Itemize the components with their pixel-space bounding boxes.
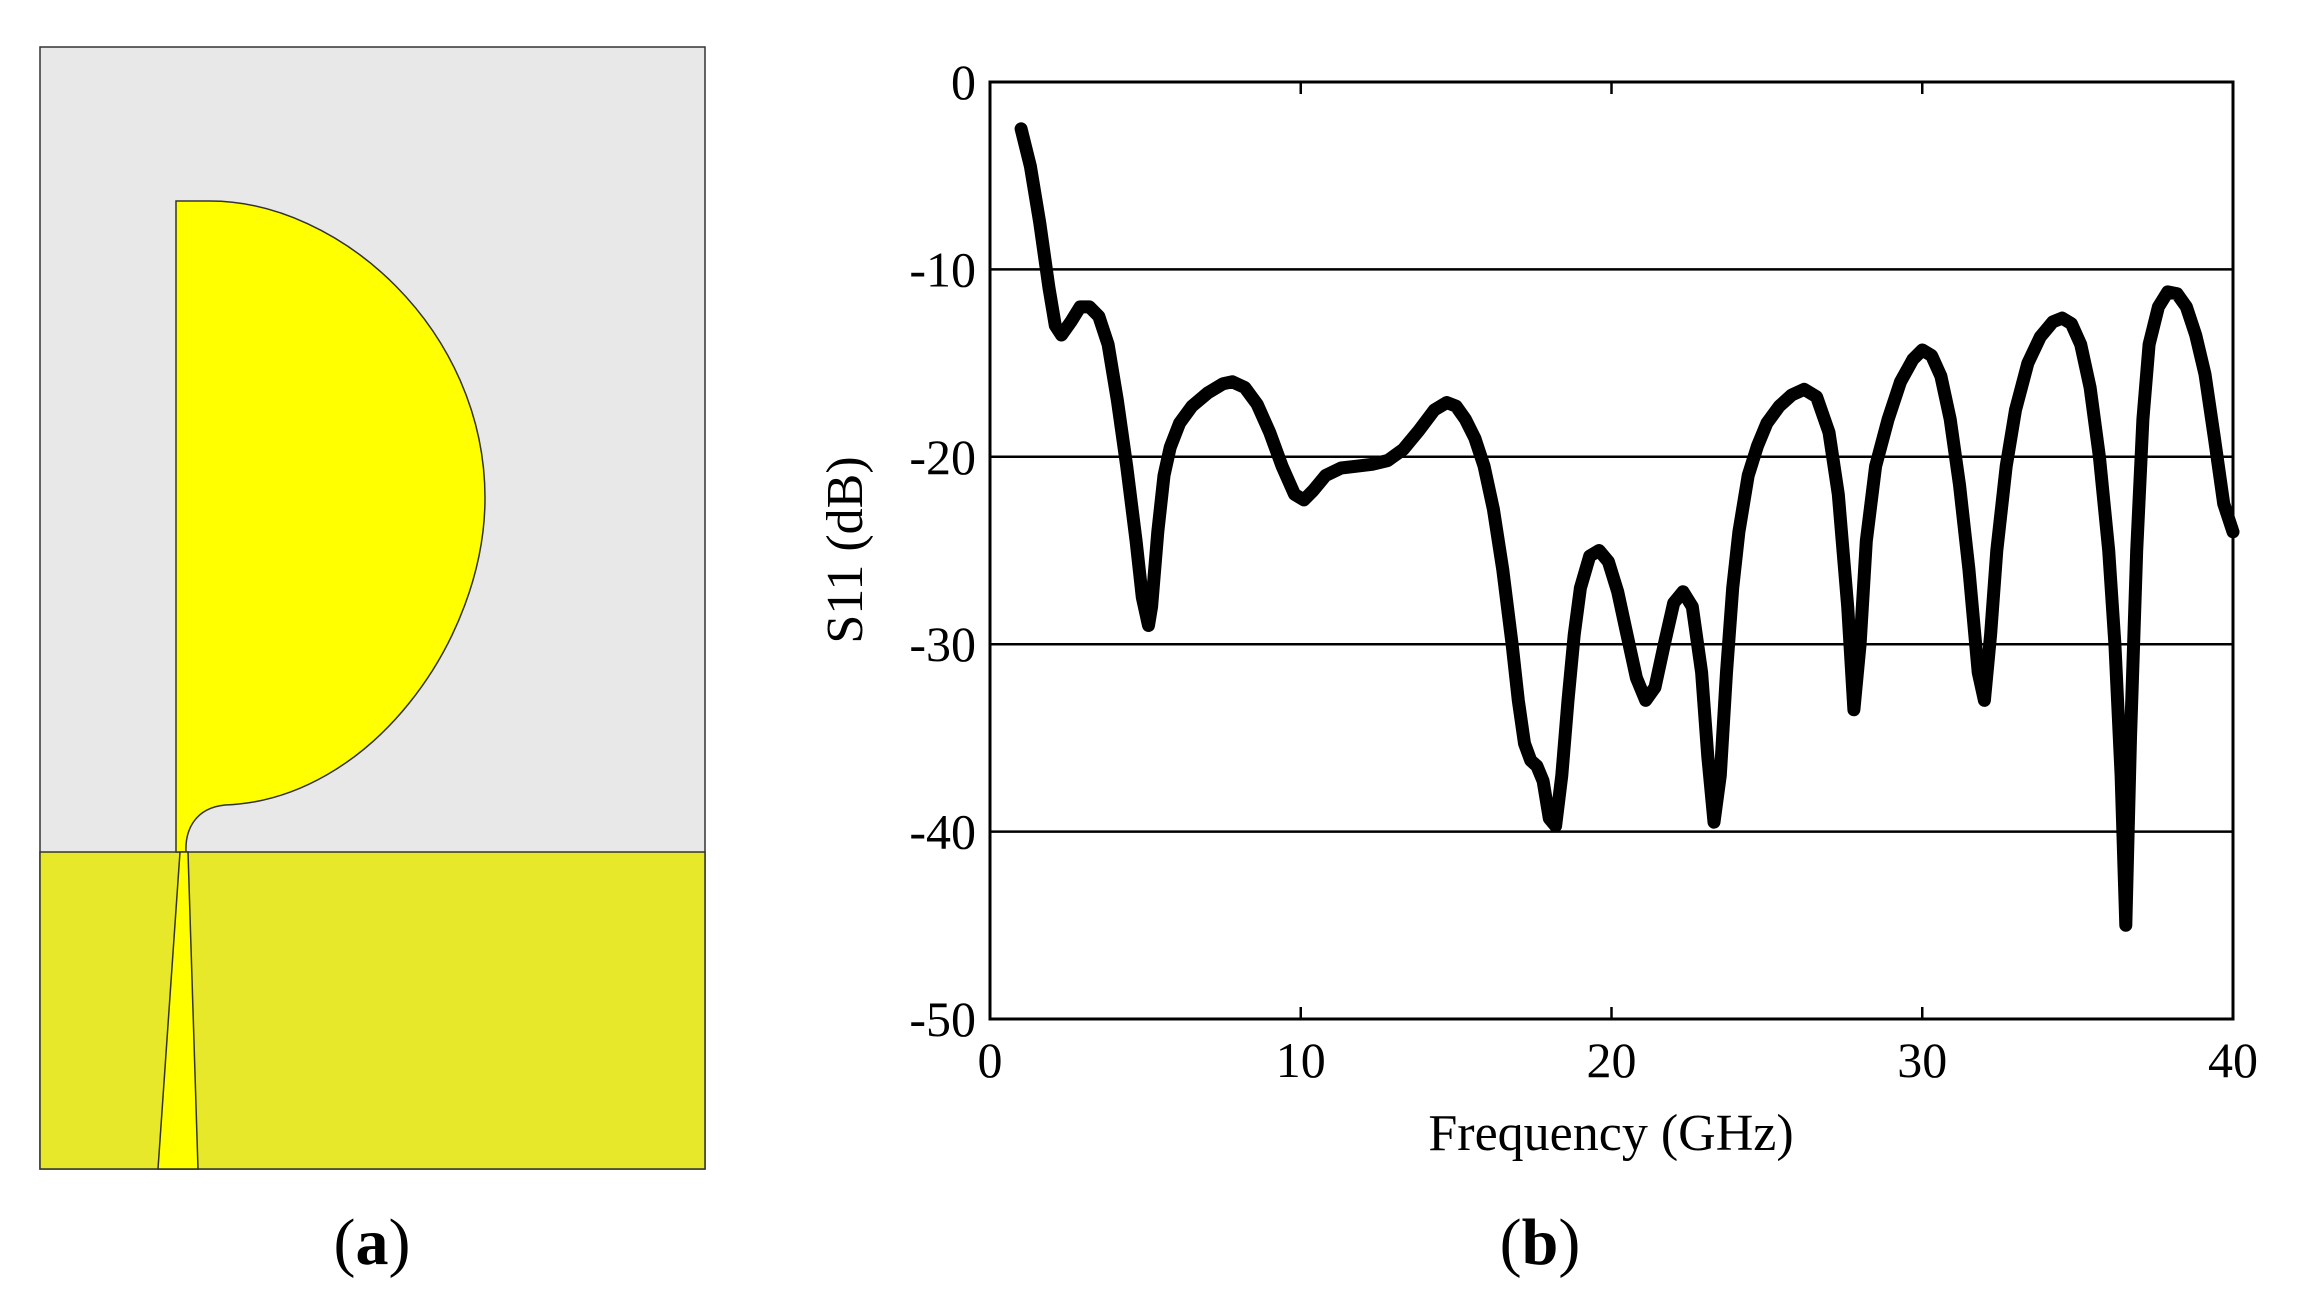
y-tick-labels: 0 -10 -20 -30 -40 -50 <box>909 54 976 1047</box>
y-tick-label: -40 <box>909 804 976 860</box>
ground-plane <box>39 851 706 1170</box>
radiating-patch <box>175 200 486 853</box>
feed-line <box>157 851 199 1170</box>
plot-area <box>990 82 2233 1019</box>
x-tick-label: 0 <box>978 1032 1003 1088</box>
x-tick-label: 40 <box>2208 1032 2258 1088</box>
panel-label-b: (b) <box>1499 1206 1581 1279</box>
antenna-layout <box>39 46 706 1170</box>
s11-series-line <box>1014 122 2240 932</box>
axis-ticks <box>988 82 2235 1019</box>
x-tick-label: 20 <box>1587 1032 1637 1088</box>
y-tick-label: -30 <box>909 616 976 672</box>
panel-label-a: (a) <box>333 1206 411 1279</box>
x-tick-label: 30 <box>1897 1032 1947 1088</box>
gridlines <box>990 268 2233 833</box>
y-tick-label: -10 <box>909 241 976 297</box>
y-tick-label: -50 <box>909 991 976 1047</box>
x-tick-label: 10 <box>1276 1032 1326 1088</box>
y-tick-label: -20 <box>909 429 976 485</box>
x-tick-labels: 0 10 20 30 40 <box>978 1032 2259 1088</box>
y-tick-label: 0 <box>951 54 976 110</box>
y-axis-label: S11 (dB) <box>817 456 874 643</box>
s11-chart: 0 10 20 30 40 0 -10 -20 -30 -40 -50 Frequency (GH… <box>817 54 2258 1162</box>
x-axis-label: Frequency (GHz) <box>1428 1105 1793 1162</box>
